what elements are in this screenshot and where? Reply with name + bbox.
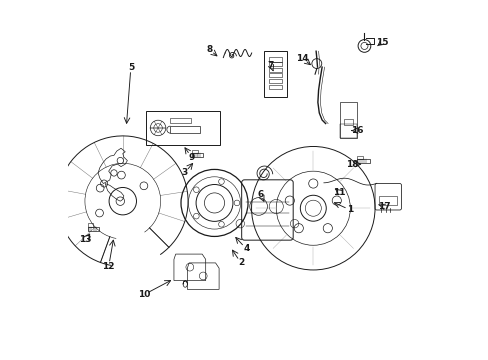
Text: 4: 4 [243, 244, 249, 253]
Bar [170, 126, 200, 133]
Bar [268, 62, 281, 66]
Bar [170, 118, 191, 123]
Bar [268, 79, 281, 83]
Bar [379, 196, 396, 205]
Bar [344, 118, 352, 125]
Bar [356, 159, 369, 163]
Bar [268, 73, 281, 77]
Text: 16: 16 [350, 126, 363, 135]
Bar [87, 227, 99, 231]
Text: 14: 14 [296, 54, 308, 63]
Bar [192, 153, 203, 157]
Text: 12: 12 [102, 262, 115, 271]
Text: 2: 2 [237, 258, 244, 267]
Text: 1: 1 [346, 206, 353, 215]
Text: 17: 17 [377, 202, 389, 211]
Text: 6: 6 [257, 190, 263, 199]
Text: 7: 7 [267, 61, 274, 70]
Bar [339, 102, 357, 138]
Text: 9: 9 [188, 153, 194, 162]
Text: 15: 15 [375, 38, 387, 47]
Text: 10: 10 [138, 290, 150, 299]
Text: 18: 18 [345, 159, 358, 168]
Bar [356, 156, 362, 159]
Bar [339, 123, 357, 138]
Bar [145, 111, 219, 145]
Text: 5: 5 [127, 63, 134, 72]
Text: 3: 3 [181, 168, 187, 177]
Bar [268, 68, 281, 72]
Bar [268, 57, 281, 62]
Bar [264, 51, 286, 97]
Text: 8: 8 [205, 45, 212, 54]
Text: 11: 11 [333, 188, 346, 197]
Bar [87, 224, 93, 227]
Text: 13: 13 [79, 235, 91, 244]
Bar [268, 85, 281, 89]
Bar [192, 150, 198, 153]
